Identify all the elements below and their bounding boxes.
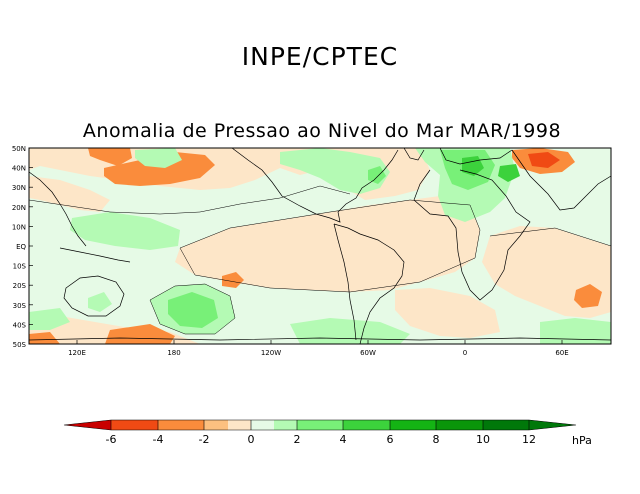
colorbar-seg <box>64 420 111 430</box>
coast-antarctica <box>29 337 611 341</box>
anomaly-low-central-pacific <box>222 272 244 288</box>
anomaly-high-north-pacific <box>135 148 182 168</box>
lon-label: 60W <box>360 349 376 357</box>
coast-australia <box>63 275 125 317</box>
contour-line <box>489 227 611 247</box>
lon-label: 120E <box>68 349 86 357</box>
anomaly-high-north-atlantic <box>280 148 390 194</box>
lat-label: 20S <box>13 282 27 290</box>
coast-indonesia <box>59 247 131 263</box>
map-title: Anomalia de Pressao ao Nivel do Mar MAR/… <box>82 120 562 142</box>
colorbar-seg <box>529 420 576 430</box>
colorbar-tick-label: 4 <box>340 433 347 446</box>
lat-label: EQ <box>16 243 26 251</box>
lon-label: 60E <box>555 349 568 357</box>
anomaly-negative-south-atlantic <box>395 288 500 338</box>
anomaly-low-australia-south <box>29 332 60 344</box>
colorbar-seg <box>251 420 274 430</box>
contour-line <box>149 283 236 335</box>
lat-label: 50S <box>13 341 27 349</box>
colorbar-tick-label: 2 <box>294 433 301 446</box>
colorbar-tick-label: -2 <box>199 433 210 446</box>
anomaly-high-southwest-pacific <box>29 308 70 330</box>
colorbar-seg <box>390 420 436 430</box>
page-title: INPE/CPTEC <box>241 42 399 71</box>
coast-europe <box>439 148 513 165</box>
colorbar-seg <box>228 420 251 430</box>
coast-north-america <box>231 148 399 223</box>
colorbar: -6 -4 -2 0 2 4 6 8 10 12 hPa <box>63 419 592 447</box>
colorbar-seg <box>274 420 297 430</box>
lat-label: 30N <box>12 184 26 192</box>
colorbar-tick-label: 12 <box>522 433 536 446</box>
contour-line <box>29 185 351 215</box>
lat-label: 20N <box>12 204 26 212</box>
lat-label: 50N <box>12 145 26 153</box>
lat-label: 10S <box>13 263 27 271</box>
lat-axis: 50N 40N 30N 20N 10N EQ 10S 20S 30S 40S 5… <box>12 145 33 349</box>
colorbar-seg <box>158 420 204 430</box>
contours <box>29 185 611 335</box>
coast-east-asia <box>29 171 87 247</box>
coast-africa <box>413 169 531 301</box>
anomaly-field <box>29 148 611 344</box>
coast-asia <box>511 149 611 211</box>
lat-label: 10N <box>12 223 26 231</box>
coastlines <box>29 148 611 344</box>
anomaly-high-core-siberia <box>498 164 520 182</box>
colorbar-seg <box>343 420 390 430</box>
lat-label: 40S <box>13 321 27 329</box>
colorbar-tick-label: -4 <box>153 433 164 446</box>
colorbar-seg <box>436 420 483 430</box>
coast-south-america-west <box>333 223 357 341</box>
colorbar-unit: hPa <box>572 434 592 447</box>
anomaly-low-north-pacific-2 <box>104 152 215 186</box>
colorbar-tick-label: 10 <box>476 433 490 446</box>
coast-south-america <box>333 223 405 344</box>
anomaly-negative-west-pacific <box>29 176 110 212</box>
anomaly-high-core-asia <box>462 156 484 176</box>
lon-label: 180 <box>167 349 180 357</box>
anomaly-high-core-south-pacific <box>168 292 218 328</box>
colorbar-seg <box>204 420 228 430</box>
colorbar-tick-label: 0 <box>248 433 255 446</box>
anomaly-high-core-atlantic <box>368 166 386 184</box>
anomaly-low-north-pacific <box>88 148 132 166</box>
colorbar-tick-label: 6 <box>387 433 394 446</box>
colorbar-tick-label: 8 <box>433 433 440 446</box>
anomaly-deep-low-europe <box>528 152 560 168</box>
anomaly-high-south-indian <box>540 318 611 344</box>
colorbar-seg <box>111 420 158 430</box>
lat-label: 40N <box>12 165 26 173</box>
colorbar-tick-label: -6 <box>106 433 117 446</box>
lon-label: 120W <box>261 349 281 357</box>
anomaly-high-australia <box>88 292 112 312</box>
anomaly-negative-tropical-pacific <box>175 196 480 292</box>
contour-line <box>179 199 481 293</box>
colorbar-seg <box>297 420 343 430</box>
lon-label: 0 <box>463 349 467 357</box>
anomaly-high-west-pacific <box>70 212 180 250</box>
anomaly-low-indian-ocean <box>574 284 602 308</box>
lat-label: 30S <box>13 302 27 310</box>
colorbar-seg <box>483 420 529 430</box>
anomaly-high-southern-ocean <box>290 318 410 344</box>
lon-axis: 120E 180 120W 60W 0 60E <box>68 340 569 357</box>
coast-greenland <box>403 148 425 161</box>
